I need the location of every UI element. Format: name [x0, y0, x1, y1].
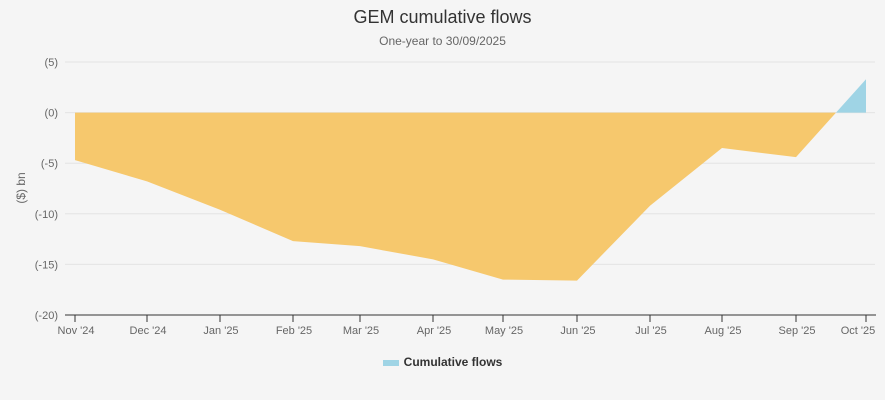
svg-text:(-20): (-20)	[35, 310, 58, 322]
svg-text:(0): (0)	[45, 108, 58, 120]
svg-text:(-10): (-10)	[35, 209, 58, 221]
svg-text:Feb '25: Feb '25	[276, 325, 312, 337]
svg-text:Aug '25: Aug '25	[705, 325, 742, 337]
legend-swatch	[382, 359, 399, 366]
series-area[interactable]	[75, 79, 866, 281]
y-axis-label: ($) bn	[14, 172, 28, 203]
svg-text:Nov '24: Nov '24	[58, 325, 95, 337]
svg-text:Dec '24: Dec '24	[130, 325, 167, 337]
svg-text:(-5): (-5)	[41, 158, 58, 170]
chart-title: GEM cumulative flows	[353, 7, 532, 27]
svg-text:Mar '25: Mar '25	[343, 325, 379, 337]
legend-label: Cumulative flows	[403, 355, 503, 369]
svg-text:(-15): (-15)	[35, 259, 58, 271]
svg-text:Sep '25: Sep '25	[779, 325, 816, 337]
svg-text:Jul '25: Jul '25	[635, 325, 666, 337]
chart-subtitle: One-year to 30/09/2025	[379, 34, 506, 48]
legend-item[interactable]: Cumulative flows	[0, 355, 885, 369]
svg-text:Oct '25: Oct '25	[841, 325, 876, 337]
svg-text:Jun '25: Jun '25	[560, 325, 595, 337]
y-axis-ticks: (5) (0) (-5) (-10) (-15) (-20)	[35, 57, 58, 322]
x-axis: Nov '24 Dec '24 Jan '25 Feb '25 Mar '25 Apr '…	[58, 314, 876, 337]
svg-text:May '25: May '25	[485, 325, 523, 337]
svg-text:(5): (5)	[45, 57, 58, 69]
svg-text:Jan '25: Jan '25	[203, 325, 238, 337]
svg-text:Apr '25: Apr '25	[417, 325, 452, 337]
